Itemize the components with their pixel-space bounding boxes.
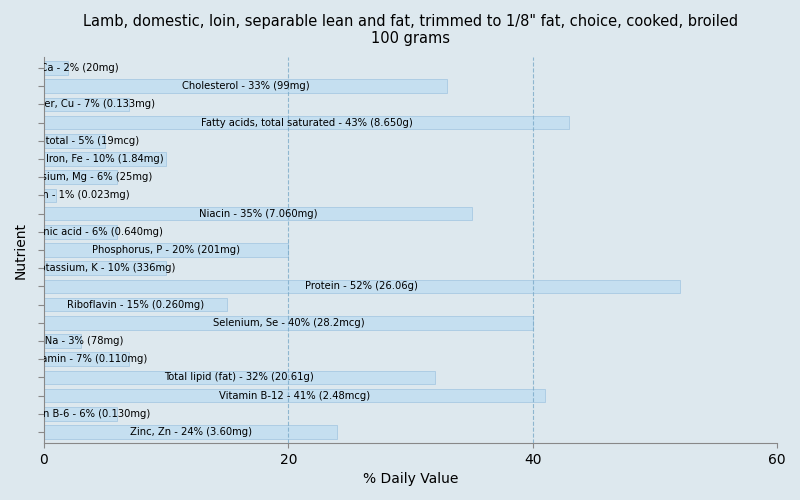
Text: Protein - 52% (26.06g): Protein - 52% (26.06g) — [306, 282, 418, 292]
Bar — [44, 225, 118, 238]
Text: Zinc, Zn - 24% (3.60mg): Zinc, Zn - 24% (3.60mg) — [130, 427, 251, 437]
Bar — [44, 80, 447, 93]
Bar — [44, 134, 105, 147]
Bar — [44, 425, 338, 438]
Text: Fatty acids, total saturated - 43% (8.650g): Fatty acids, total saturated - 43% (8.65… — [201, 118, 413, 128]
Text: Total lipid (fat) - 32% (20.61g): Total lipid (fat) - 32% (20.61g) — [165, 372, 314, 382]
Bar — [44, 407, 118, 420]
Text: Pantothenic acid - 6% (0.640mg): Pantothenic acid - 6% (0.640mg) — [0, 227, 162, 237]
Text: Thiamin - 7% (0.110mg): Thiamin - 7% (0.110mg) — [26, 354, 147, 364]
Text: Selenium, Se - 40% (28.2mcg): Selenium, Se - 40% (28.2mcg) — [213, 318, 364, 328]
Text: Vitamin B-12 - 41% (2.48mcg): Vitamin B-12 - 41% (2.48mcg) — [219, 390, 370, 400]
Text: Vitamin B-6 - 6% (0.130mg): Vitamin B-6 - 6% (0.130mg) — [11, 408, 150, 418]
Text: Folate, total - 5% (19mcg): Folate, total - 5% (19mcg) — [10, 136, 139, 146]
Bar — [44, 170, 118, 184]
Text: Phosphorus, P - 20% (201mg): Phosphorus, P - 20% (201mg) — [92, 245, 240, 255]
Bar — [44, 262, 166, 275]
Bar — [44, 243, 288, 257]
Text: Potassium, K - 10% (336mg): Potassium, K - 10% (336mg) — [34, 263, 176, 273]
Bar — [44, 188, 56, 202]
Bar — [44, 116, 570, 130]
Bar — [44, 298, 227, 312]
Bar — [44, 98, 130, 112]
Text: Sodium, Na - 3% (78mg): Sodium, Na - 3% (78mg) — [1, 336, 123, 346]
Bar — [44, 62, 68, 75]
Bar — [44, 370, 435, 384]
Bar — [44, 280, 679, 293]
Bar — [44, 388, 545, 402]
Text: Cholesterol - 33% (99mg): Cholesterol - 33% (99mg) — [182, 82, 310, 92]
Text: Manganese, Mn - 1% (0.023mg): Manganese, Mn - 1% (0.023mg) — [0, 190, 130, 200]
Bar — [44, 352, 130, 366]
Text: Niacin - 35% (7.060mg): Niacin - 35% (7.060mg) — [198, 208, 317, 218]
Bar — [44, 334, 81, 348]
Text: Riboflavin - 15% (0.260mg): Riboflavin - 15% (0.260mg) — [67, 300, 204, 310]
Bar — [44, 152, 166, 166]
Bar — [44, 316, 533, 330]
Text: Iron, Fe - 10% (1.84mg): Iron, Fe - 10% (1.84mg) — [46, 154, 164, 164]
Text: Copper, Cu - 7% (0.133mg): Copper, Cu - 7% (0.133mg) — [18, 100, 154, 110]
Title: Lamb, domestic, loin, separable lean and fat, trimmed to 1/8" fat, choice, cooke: Lamb, domestic, loin, separable lean and… — [83, 14, 738, 46]
Bar — [44, 207, 472, 220]
Text: Calcium, Ca - 2% (20mg): Calcium, Ca - 2% (20mg) — [0, 63, 118, 73]
Text: Magnesium, Mg - 6% (25mg): Magnesium, Mg - 6% (25mg) — [9, 172, 153, 182]
Y-axis label: Nutrient: Nutrient — [14, 222, 28, 278]
X-axis label: % Daily Value: % Daily Value — [363, 472, 458, 486]
